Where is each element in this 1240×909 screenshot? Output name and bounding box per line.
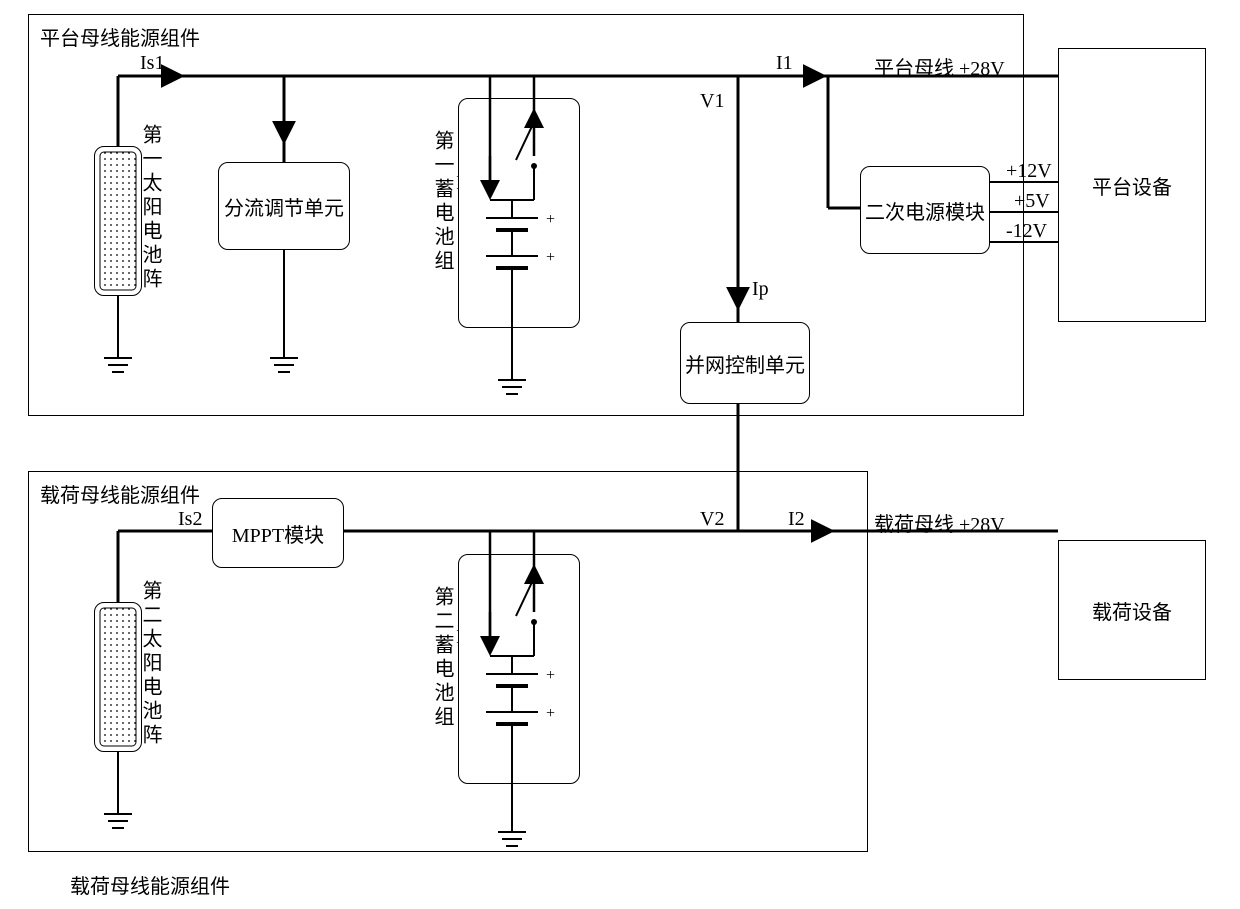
is2-label: Is2 — [178, 508, 202, 531]
i1-label: I1 — [776, 52, 793, 75]
solar2-label: 第二太阳电池阵 — [136, 580, 165, 748]
platform-equipment: 平台设备 — [1058, 48, 1206, 322]
grid-label: 并网控制单元 — [685, 349, 805, 378]
psu-out-2: -12V — [1006, 220, 1047, 243]
bottom-frame-caption: 载荷母线能源组件 — [70, 870, 230, 899]
mppt-label: MPPT模块 — [232, 519, 324, 548]
mppt-box: MPPT模块 — [212, 498, 344, 568]
ip-label: Ip — [752, 278, 769, 301]
psu-box: 二次电源模块 — [860, 166, 990, 254]
load-equipment: 载荷设备 — [1058, 540, 1206, 680]
psu-label: 二次电源模块 — [865, 196, 985, 225]
batt2-box — [458, 554, 580, 784]
plat-eq-label: 平台设备 — [1092, 171, 1172, 200]
psu-out-1: +5V — [1014, 190, 1050, 213]
i2-label: I2 — [788, 508, 805, 531]
batt2-label: 第二蓄电池组 — [428, 586, 457, 730]
shunt-label: 分流调节单元 — [224, 192, 344, 221]
top-bus-label: 平台母线 +28V — [874, 52, 1005, 81]
solar2-box — [94, 602, 142, 752]
grid-box: 并网控制单元 — [680, 322, 810, 404]
solar1-box — [94, 146, 142, 296]
v2-label: V2 — [700, 508, 724, 531]
batt1-label: 第一蓄电池组 — [428, 130, 457, 274]
shunt-box: 分流调节单元 — [218, 162, 350, 250]
load-eq-label: 载荷设备 — [1092, 596, 1172, 625]
bottom-frame-title-inside: 载荷母线能源组件 — [40, 479, 200, 508]
bottom-bus-label: 载荷母线 +28V — [874, 508, 1005, 537]
is1-label: Is1 — [140, 52, 164, 75]
psu-out-0: +12V — [1006, 160, 1052, 183]
solar1-label: 第一太阳电池阵 — [136, 124, 165, 292]
top-frame-title: 平台母线能源组件 — [40, 22, 200, 51]
batt1-box — [458, 98, 580, 328]
v1-label: V1 — [700, 90, 724, 113]
